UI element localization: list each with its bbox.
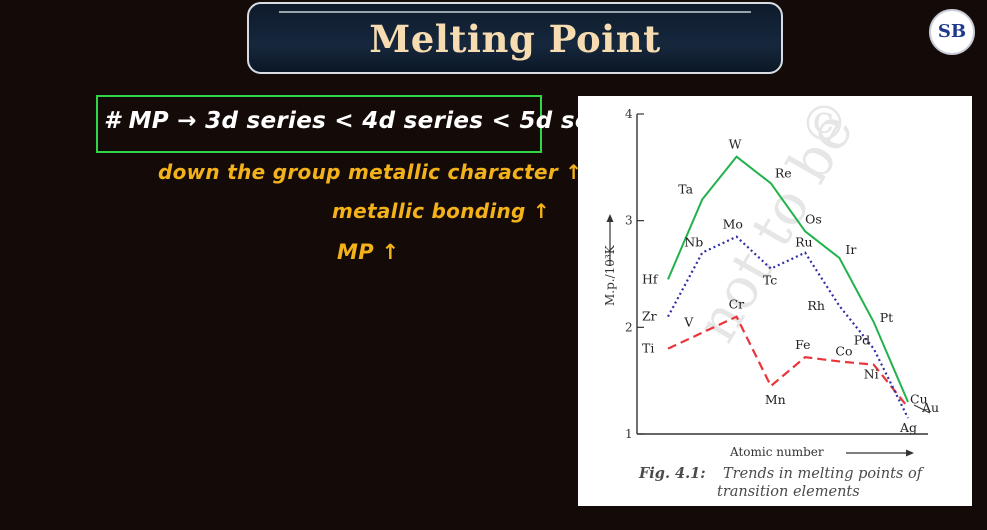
element-label-pt: Pt (880, 310, 893, 325)
y-tick-label: 2 (625, 320, 633, 334)
element-label-co: Co (835, 343, 852, 358)
y-tick-label: 1 (625, 427, 633, 441)
watermark-copyright-icon: © (800, 96, 848, 152)
element-label-rh: Rh (807, 298, 824, 313)
element-label-ag: Ag (899, 420, 917, 435)
caption-line2: transition elements (717, 484, 860, 500)
element-label-ir: Ir (845, 242, 856, 257)
logo-text: SB (937, 21, 967, 42)
element-label-mo: Mo (723, 217, 743, 232)
element-label-zr: Zr (642, 309, 657, 324)
element-label-hf: Hf (642, 271, 659, 286)
series-line-1 (667, 235, 909, 419)
page-title: Melting Point (369, 17, 661, 61)
banner-rule (279, 11, 751, 13)
note-line-metallic-character: down the group metallic character ↑ (158, 160, 583, 184)
x-axis-arrowhead (906, 449, 914, 457)
element-label-pd: Pd (854, 333, 870, 348)
element-label-fe: Fe (795, 337, 810, 352)
element-label-ta: Ta (678, 181, 693, 196)
au-pointer-line (913, 404, 931, 414)
element-label-cr: Cr (729, 297, 745, 312)
note-line-metallic-bonding: metallic bonding ↑ (332, 199, 550, 223)
highlight-box (96, 95, 542, 153)
y-tick-label: 3 (625, 214, 633, 228)
caption-line1: Trends in melting points of (723, 466, 925, 482)
element-label-cu: Cu (910, 391, 928, 406)
element-label-re: Re (775, 165, 792, 180)
note-line-mp-up: MP ↑ (337, 240, 400, 264)
note-line-mp-order: # MP → 3d series < 4d series < 5d series (104, 108, 641, 134)
element-label-os: Os (805, 211, 822, 226)
y-axis-label: M.p./10³K (603, 244, 617, 306)
series-line-0 (667, 315, 909, 409)
element-label-mn: Mn (765, 392, 786, 407)
title-banner: Melting Point (247, 2, 783, 74)
element-label-v: V (683, 315, 694, 330)
caption-prefix: Fig. 4.1: (638, 465, 706, 482)
element-label-ru: Ru (795, 235, 812, 250)
x-axis-label: Atomic number (729, 445, 824, 459)
brand-logo: SB (929, 9, 975, 55)
element-label-w: W (729, 137, 742, 152)
series-line-2 (667, 155, 909, 403)
element-label-ni: Ni (864, 367, 879, 382)
element-label-tc: Tc (763, 273, 777, 288)
element-label-nb: Nb (684, 235, 703, 250)
y-axis-arrowhead (606, 214, 614, 222)
y-tick-label: 4 (625, 107, 633, 121)
element-label-ti: Ti (642, 341, 654, 356)
